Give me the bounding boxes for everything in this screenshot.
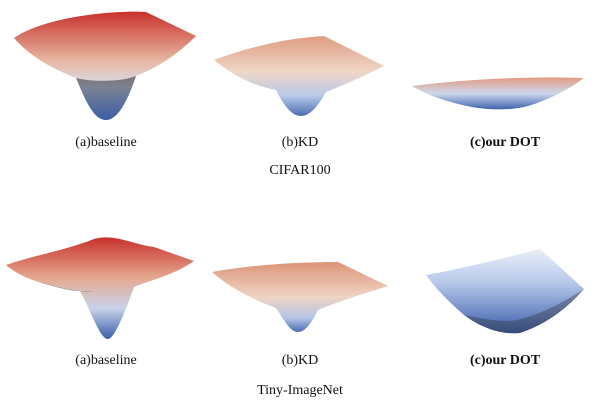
surface-baseline-tinyimagenet: [4, 225, 204, 345]
dataset-label-cifar100: CIFAR100: [269, 163, 331, 178]
surface-dot-tinyimagenet: [420, 245, 590, 340]
dataset-label-tinyimagenet: Tiny-ImageNet: [257, 383, 343, 398]
caption-dot-tinyimagenet: (c)our DOT: [469, 353, 541, 368]
caption-baseline-cifar100: (a)baseline: [75, 135, 137, 150]
surface-baseline-cifar100: [6, 6, 206, 126]
surface-kd-tinyimagenet: [206, 258, 396, 338]
caption-kd-cifar100: (b)KD: [281, 135, 319, 150]
surface-kd-cifar100: [206, 30, 396, 120]
caption-baseline-tinyimagenet: (a)baseline: [75, 353, 137, 368]
surface-dot-cifar100: [408, 70, 593, 120]
caption-kd-tinyimagenet: (b)KD: [281, 353, 319, 368]
caption-dot-cifar100: (c)our DOT: [469, 135, 541, 150]
